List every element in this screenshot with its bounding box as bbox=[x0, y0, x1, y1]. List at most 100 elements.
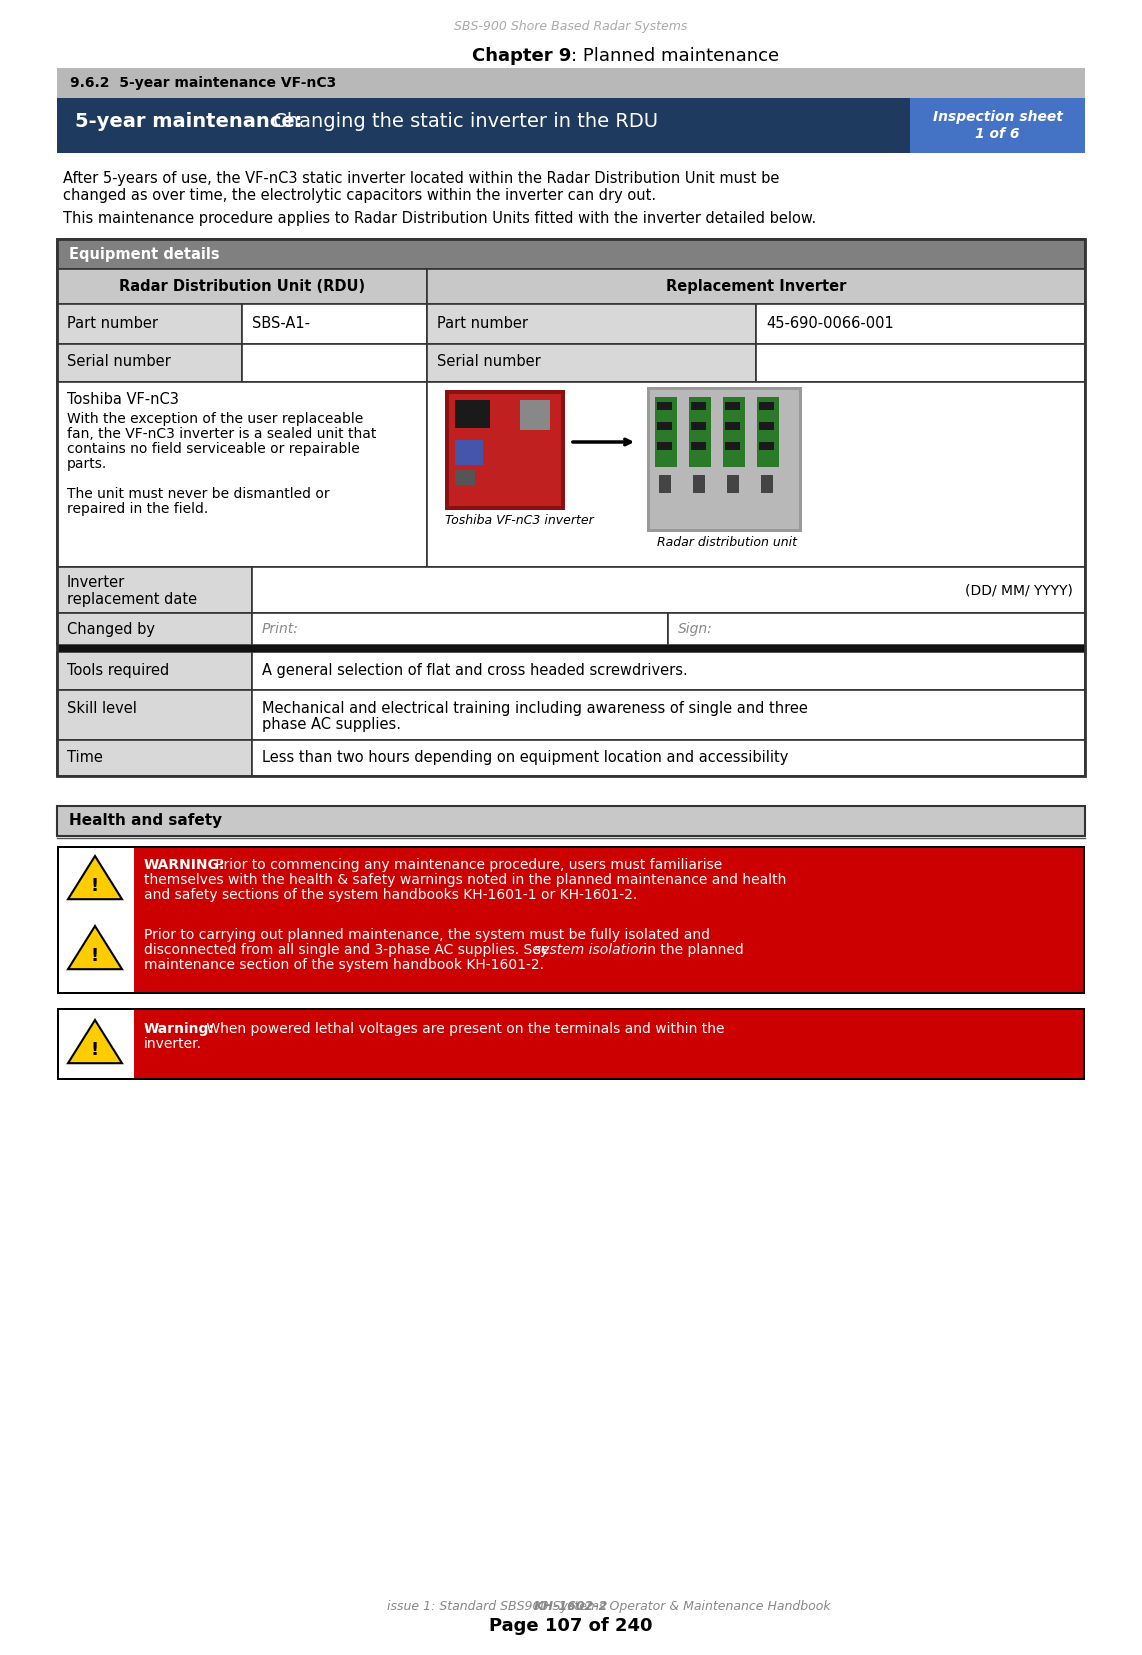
Text: Warning:: Warning: bbox=[144, 1023, 215, 1036]
Bar bbox=[252, 612, 668, 645]
Bar bbox=[427, 344, 756, 382]
Bar bbox=[252, 568, 1085, 612]
Text: parts.: parts. bbox=[67, 457, 107, 472]
Bar bbox=[725, 402, 740, 410]
Text: SBS-A1-: SBS-A1- bbox=[252, 316, 309, 331]
Bar bbox=[725, 442, 740, 450]
Text: Prior to carrying out planned maintenance, the system must be fully isolated and: Prior to carrying out planned maintenanc… bbox=[144, 928, 710, 942]
Bar bbox=[57, 846, 1085, 995]
Text: Sign:: Sign: bbox=[678, 622, 713, 636]
Bar bbox=[691, 442, 706, 450]
Bar bbox=[57, 68, 1085, 98]
Bar bbox=[656, 397, 677, 467]
Bar bbox=[57, 344, 242, 382]
Bar bbox=[727, 475, 739, 493]
Text: Radar distribution unit: Radar distribution unit bbox=[657, 536, 797, 549]
Bar bbox=[756, 305, 1085, 344]
Bar bbox=[57, 740, 252, 776]
Bar bbox=[57, 305, 242, 344]
Text: Serial number: Serial number bbox=[437, 354, 541, 369]
Text: repaired in the field.: repaired in the field. bbox=[67, 501, 208, 516]
Text: A general selection of flat and cross headed screwdrivers.: A general selection of flat and cross he… bbox=[262, 664, 687, 679]
Text: disconnected from all single and 3-phase AC supplies. See: disconnected from all single and 3-phase… bbox=[144, 943, 554, 957]
Text: !: ! bbox=[91, 1041, 99, 1059]
Polygon shape bbox=[69, 927, 122, 970]
Bar bbox=[242, 344, 427, 382]
Text: issue 1: Standard SBS900 Systems Operator & Maintenance Handbook: issue 1: Standard SBS900 Systems Operato… bbox=[384, 1600, 831, 1614]
Bar bbox=[761, 475, 773, 493]
Text: Changing the static inverter in the RDU: Changing the static inverter in the RDU bbox=[267, 113, 658, 131]
Bar bbox=[689, 397, 711, 467]
Text: After 5-years of use, the VF-nC3 static inverter located within the Radar Distri: After 5-years of use, the VF-nC3 static … bbox=[63, 170, 779, 204]
Bar bbox=[134, 1010, 1083, 1077]
Bar bbox=[659, 475, 671, 493]
Bar bbox=[759, 422, 774, 430]
Bar bbox=[57, 652, 252, 690]
Bar bbox=[57, 270, 427, 305]
Text: !: ! bbox=[91, 877, 99, 895]
Bar bbox=[657, 422, 671, 430]
Bar bbox=[759, 442, 774, 450]
Text: Less than two hours depending on equipment location and accessibility: Less than two hours depending on equipme… bbox=[262, 750, 788, 765]
Bar bbox=[427, 382, 1085, 568]
Bar bbox=[648, 387, 802, 531]
Text: SBS-900 Shore Based Radar Systems: SBS-900 Shore Based Radar Systems bbox=[455, 20, 687, 33]
Bar bbox=[427, 270, 1085, 305]
Bar bbox=[668, 612, 1085, 645]
Text: Radar Distribution Unit (RDU): Radar Distribution Unit (RDU) bbox=[119, 280, 365, 295]
Bar bbox=[57, 568, 252, 612]
Text: contains no field serviceable or repairable: contains no field serviceable or repaira… bbox=[67, 442, 360, 457]
Bar bbox=[455, 440, 483, 465]
Text: Skill level: Skill level bbox=[67, 702, 137, 717]
Text: : Planned maintenance: : Planned maintenance bbox=[571, 46, 779, 65]
Text: Replacement Inverter: Replacement Inverter bbox=[666, 280, 846, 295]
Bar bbox=[910, 98, 1085, 152]
Text: Page 107 of 240: Page 107 of 240 bbox=[489, 1617, 653, 1635]
Text: 9.6.2  5-year maintenance VF-nC3: 9.6.2 5-year maintenance VF-nC3 bbox=[70, 76, 336, 89]
Bar bbox=[520, 401, 550, 430]
Text: Time: Time bbox=[67, 750, 103, 765]
Text: Mechanical and electrical training including awareness of single and three: Mechanical and electrical training inclu… bbox=[262, 702, 807, 717]
Text: system isolation: system isolation bbox=[534, 943, 648, 957]
Bar bbox=[759, 402, 774, 410]
Bar bbox=[242, 305, 427, 344]
Text: Changed by: Changed by bbox=[67, 622, 155, 637]
Text: Equipment details: Equipment details bbox=[69, 247, 219, 261]
Text: !: ! bbox=[91, 947, 99, 965]
Bar bbox=[691, 402, 706, 410]
Bar bbox=[650, 391, 799, 530]
Bar bbox=[57, 1008, 1085, 1081]
Bar bbox=[691, 422, 706, 430]
Text: Print:: Print: bbox=[262, 622, 299, 636]
Text: and safety sections of the system handbooks KH-1601-1 or KH-1601-2.: and safety sections of the system handbo… bbox=[144, 889, 637, 902]
Text: maintenance section of the system handbook KH-1601-2.: maintenance section of the system handbo… bbox=[144, 958, 544, 971]
Bar bbox=[252, 690, 1085, 740]
Text: Chapter 9: Chapter 9 bbox=[472, 46, 571, 65]
Text: Health and safety: Health and safety bbox=[69, 813, 223, 828]
Text: With the exception of the user replaceable: With the exception of the user replaceab… bbox=[67, 412, 363, 425]
Text: Tools required: Tools required bbox=[67, 664, 169, 679]
Text: Part number: Part number bbox=[67, 316, 158, 331]
Polygon shape bbox=[69, 1019, 122, 1063]
Text: This maintenance procedure applies to Radar Distribution Units fitted with the i: This maintenance procedure applies to Ra… bbox=[63, 210, 817, 227]
Bar bbox=[134, 847, 1083, 991]
Bar bbox=[252, 652, 1085, 690]
Text: Inverter
replacement date: Inverter replacement date bbox=[67, 574, 198, 607]
Text: Prior to commencing any maintenance procedure, users must familiarise: Prior to commencing any maintenance proc… bbox=[211, 857, 722, 872]
Bar bbox=[725, 422, 740, 430]
Bar bbox=[57, 806, 1085, 836]
Bar bbox=[252, 740, 1085, 776]
Bar bbox=[693, 475, 705, 493]
Bar bbox=[57, 382, 427, 568]
Text: fan, the VF-nC3 inverter is a sealed unit that: fan, the VF-nC3 inverter is a sealed uni… bbox=[67, 427, 377, 440]
Bar bbox=[657, 442, 671, 450]
Text: 5-year maintenance:: 5-year maintenance: bbox=[75, 113, 303, 131]
Text: When powered lethal voltages are present on the terminals and within the: When powered lethal voltages are present… bbox=[202, 1023, 724, 1036]
Bar bbox=[57, 645, 1085, 652]
Bar bbox=[57, 98, 1085, 152]
Text: (DD/ MM/ YYYY): (DD/ MM/ YYYY) bbox=[965, 584, 1073, 597]
Bar bbox=[756, 344, 1085, 382]
Text: Toshiba VF-nC3 inverter: Toshiba VF-nC3 inverter bbox=[445, 515, 594, 526]
Bar bbox=[455, 401, 490, 429]
Text: inverter.: inverter. bbox=[144, 1038, 202, 1051]
